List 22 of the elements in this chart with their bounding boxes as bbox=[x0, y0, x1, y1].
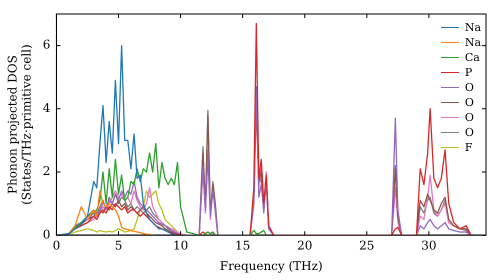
legend-label: O bbox=[464, 95, 474, 110]
legend-label: Ca bbox=[464, 50, 480, 65]
x-tick-label: 20 bbox=[297, 238, 312, 253]
x-tick-label: 5 bbox=[114, 238, 122, 253]
legend-label: O bbox=[464, 80, 474, 95]
x-tick-label: 30 bbox=[421, 238, 437, 253]
x-tick-label: 10 bbox=[172, 238, 188, 253]
y-tick-label: 2 bbox=[42, 164, 50, 178]
x-tick-label: 15 bbox=[235, 238, 250, 253]
y-tick-label: 4 bbox=[42, 100, 51, 115]
y-tick-label: 6 bbox=[42, 38, 50, 52]
legend-label: O bbox=[464, 125, 474, 140]
y-axis-title: Phonon projected DOS (States/THz·primitive cell) bbox=[5, 44, 34, 205]
x-tick-label: 25 bbox=[359, 238, 374, 253]
x-tick-label: 0 bbox=[52, 238, 60, 253]
legend-label: Na bbox=[464, 20, 481, 35]
legend-label: O bbox=[464, 110, 474, 125]
x-axis-title: Frequency (THz) bbox=[220, 258, 323, 273]
legend-label: F bbox=[464, 140, 472, 155]
y-tick-label: 0 bbox=[42, 227, 50, 242]
legend-label: P bbox=[464, 65, 472, 80]
legend-label: Na bbox=[464, 35, 481, 50]
